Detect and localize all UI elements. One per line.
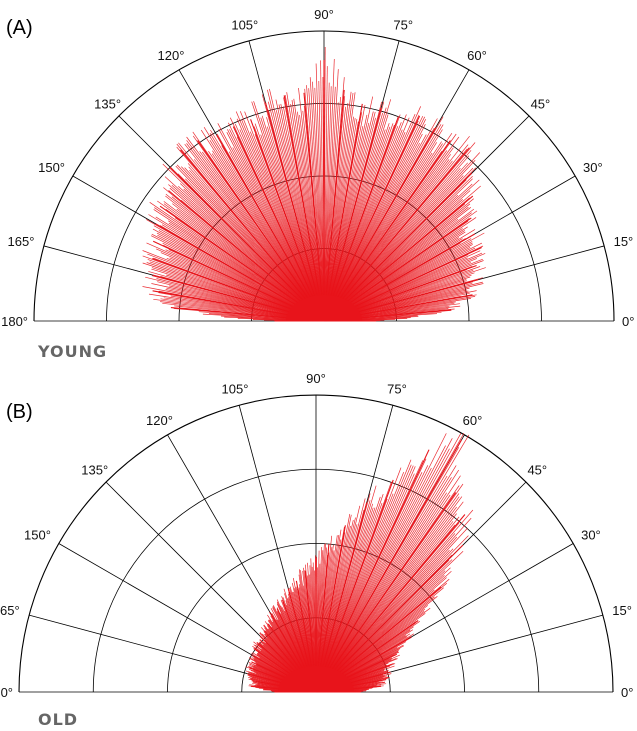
data-fill-ray	[315, 433, 462, 693]
data-fill-ray	[320, 60, 325, 322]
angle-tick-label: 60°	[463, 413, 483, 428]
data-fill-ray	[323, 82, 330, 322]
data-fill-ray	[315, 485, 460, 693]
data-fill-ray	[315, 475, 461, 693]
data-fill-ray	[315, 460, 424, 693]
angle-tick-label: 180°	[0, 685, 13, 700]
data-core	[278, 666, 354, 692]
angle-tick-label: 120°	[158, 48, 185, 63]
data-fill-ray	[269, 88, 325, 322]
angle-tick-label: 15°	[614, 234, 634, 249]
data-fill-ray	[315, 438, 453, 693]
data-fill-ray	[315, 496, 460, 693]
data-fill-ray	[315, 501, 464, 693]
data-fill-ray	[315, 447, 460, 693]
data-fill-ray	[306, 85, 325, 322]
data-fill-ray	[315, 464, 412, 693]
data-fill-ray	[315, 465, 414, 693]
angle-tick-label: 90°	[314, 7, 334, 22]
angle-tick-label: 15°	[612, 603, 632, 618]
data-core	[286, 295, 362, 321]
data-fill-ray	[309, 77, 325, 322]
data-strokes	[142, 46, 486, 322]
data-fill-ray	[315, 477, 452, 693]
data-fill-ray	[315, 434, 470, 693]
data-fill-ray	[315, 496, 463, 693]
angle-tick-label: 165°	[0, 603, 20, 618]
angle-tick-label: 90°	[306, 371, 326, 386]
data-fill-ray	[315, 459, 412, 693]
data-fill-ray	[323, 46, 326, 322]
panel-a-label: (A)	[6, 17, 33, 39]
data-fill-ray	[323, 77, 345, 322]
data-fill-ray	[323, 69, 339, 322]
angle-tick-label: 75°	[393, 17, 413, 32]
panel-b-caption: OLD	[38, 710, 78, 729]
data-fill-ray	[315, 492, 447, 693]
data-fill-ray	[315, 467, 432, 693]
angle-tick-label: 75°	[387, 382, 407, 397]
angle-tick-label: 150°	[24, 528, 51, 543]
data-fill-ray	[315, 458, 427, 693]
data-fill-ray	[315, 469, 459, 693]
data-fill-ray	[315, 445, 446, 693]
angle-tick-label: 0°	[621, 685, 633, 700]
data-fill-ray	[315, 475, 448, 693]
data-fill-ray	[315, 493, 460, 693]
data-fill-ray	[315, 465, 457, 693]
data-fill-ray	[315, 448, 450, 693]
data-fill-ray	[323, 58, 335, 322]
data-fill-ray	[315, 509, 474, 693]
angle-tick-label: 105°	[222, 382, 249, 397]
angle-tick-label: 0°	[622, 314, 634, 329]
data-fill-ray	[315, 483, 464, 693]
data-strokes	[245, 433, 474, 693]
data-fill-ray	[315, 465, 429, 693]
angle-tick-label: 165°	[8, 234, 35, 249]
data-fill-ray	[315, 433, 447, 693]
angle-tick-label: 135°	[94, 97, 121, 112]
angle-tick-label: 45°	[531, 97, 551, 112]
panel-b-label: (B)	[6, 401, 33, 423]
panel-b-polar-chart: (B) OLD 0° 15° 30° 45° 60° 75° 90° 105° 120° 135°…	[0, 371, 633, 729]
angle-tick-label: 120°	[146, 413, 173, 428]
angle-tick-label: 30°	[583, 160, 603, 175]
angle-tick-label: 150°	[38, 160, 65, 175]
panel-a-caption: YOUNG	[37, 342, 107, 361]
data-fill-ray	[315, 466, 416, 693]
angle-tick-label: 30°	[581, 528, 601, 543]
angle-tick-label: 105°	[231, 17, 258, 32]
data-fill-ray	[315, 433, 465, 693]
data-fill-ray	[318, 80, 325, 322]
panel-a-polar-chart: (A) YOUNG 0° 15° 30° 45° 60° 75° 90° 105° 120° 13…	[1, 7, 634, 361]
angle-tick-label: 60°	[467, 48, 487, 63]
angle-tick-label: 180°	[1, 314, 28, 329]
angle-tick-label: 135°	[81, 463, 108, 478]
data-fill-ray	[315, 63, 325, 322]
data-fill-ray	[323, 66, 328, 322]
angle-tick-label: 45°	[527, 463, 547, 478]
